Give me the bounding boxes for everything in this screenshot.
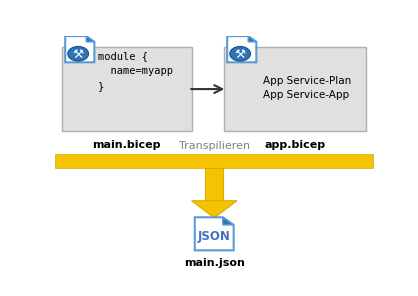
FancyBboxPatch shape: [62, 47, 191, 131]
Polygon shape: [86, 36, 94, 42]
Text: main.bicep: main.bicep: [92, 140, 161, 150]
FancyBboxPatch shape: [56, 154, 373, 168]
FancyBboxPatch shape: [224, 47, 367, 131]
Polygon shape: [65, 36, 94, 62]
Text: Transpilieren: Transpilieren: [178, 141, 250, 151]
Text: name=myapp: name=myapp: [98, 66, 173, 76]
Text: app.bicep: app.bicep: [265, 140, 326, 150]
Polygon shape: [227, 36, 256, 62]
Text: }: }: [98, 81, 104, 91]
Text: App Service-App: App Service-App: [263, 90, 349, 100]
Polygon shape: [191, 201, 237, 218]
Text: main.json: main.json: [184, 258, 245, 268]
Text: JSON: JSON: [198, 230, 231, 243]
Text: ⚒: ⚒: [73, 48, 84, 61]
Polygon shape: [223, 217, 234, 225]
Circle shape: [230, 46, 250, 61]
Text: module {: module {: [98, 52, 148, 62]
Polygon shape: [248, 36, 256, 42]
Text: App Service-Plan: App Service-Plan: [263, 76, 351, 86]
Text: ⚒: ⚒: [234, 48, 246, 61]
Polygon shape: [195, 217, 234, 250]
Polygon shape: [205, 168, 223, 202]
Circle shape: [68, 46, 89, 61]
